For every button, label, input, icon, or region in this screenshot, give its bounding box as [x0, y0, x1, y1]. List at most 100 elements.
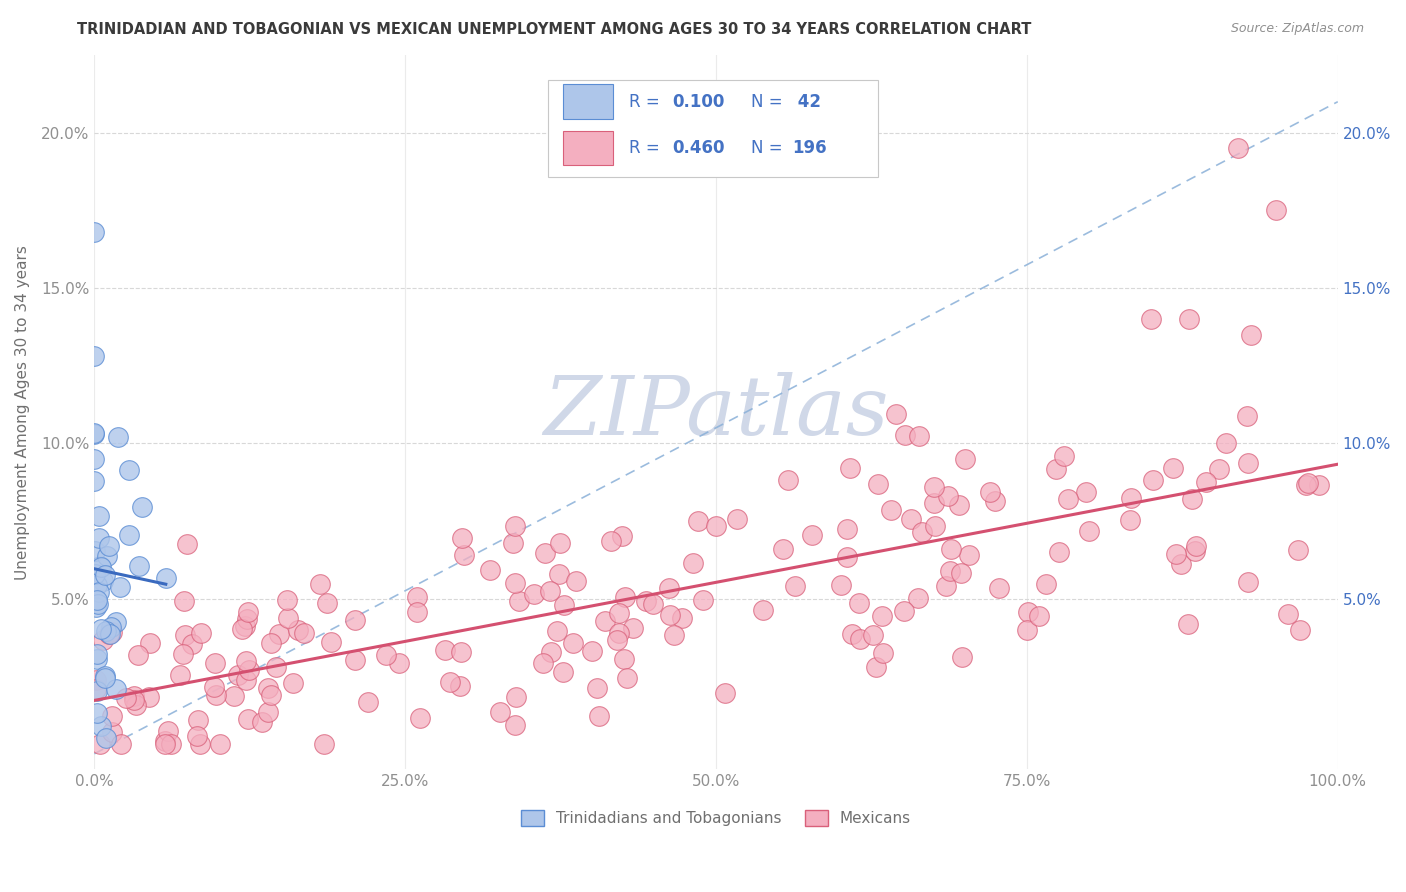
Point — [783, 579, 806, 593]
Point — [540, 644, 562, 658]
Point — [89, 559, 111, 574]
Point — [204, 656, 226, 670]
Text: 0.460: 0.460 — [672, 139, 725, 157]
Point — [131, 500, 153, 514]
Point — [880, 503, 903, 517]
Point — [84, 599, 107, 614]
Point — [83, 225, 105, 239]
Point — [128, 559, 150, 574]
Point — [344, 653, 367, 667]
Point — [778, 473, 800, 487]
Point — [924, 496, 946, 510]
Point — [202, 680, 225, 694]
Point — [281, 676, 304, 690]
Point — [86, 684, 108, 698]
Point — [682, 557, 704, 571]
Point — [100, 620, 122, 634]
Point — [922, 480, 945, 494]
Point — [344, 613, 367, 627]
Text: N =: N = — [751, 139, 787, 157]
Point — [1308, 478, 1330, 492]
Point — [406, 590, 429, 604]
Text: N =: N = — [751, 93, 787, 111]
Point — [551, 665, 574, 679]
Point — [1140, 312, 1163, 326]
Text: TRINIDADIAN AND TOBAGONIAN VS MEXICAN UNEMPLOYMENT AMONG AGES 30 TO 34 YEARS COR: TRINIDADIAN AND TOBAGONIAN VS MEXICAN UN… — [77, 22, 1032, 37]
Point — [939, 542, 962, 557]
Point — [801, 528, 824, 542]
Point — [1237, 456, 1260, 470]
Point — [292, 626, 315, 640]
Point — [84, 682, 107, 697]
Point — [1057, 492, 1080, 507]
Point — [900, 512, 922, 526]
Point — [256, 681, 278, 696]
Point — [607, 626, 630, 640]
Point — [94, 567, 117, 582]
Point — [1119, 491, 1142, 506]
Point — [83, 474, 105, 488]
Point — [173, 594, 195, 608]
FancyBboxPatch shape — [564, 131, 613, 165]
Point — [250, 714, 273, 729]
Point — [616, 671, 638, 685]
Point — [122, 689, 145, 703]
Point — [86, 651, 108, 665]
Point — [523, 587, 546, 601]
Point — [1142, 473, 1164, 487]
Point — [1236, 409, 1258, 424]
Point — [662, 627, 685, 641]
Point — [312, 738, 335, 752]
Point — [101, 725, 124, 739]
Point — [1161, 460, 1184, 475]
Point — [122, 693, 145, 707]
Point — [87, 508, 110, 523]
Point — [502, 536, 524, 550]
Point — [89, 531, 111, 545]
Point — [238, 663, 260, 677]
Point — [1053, 449, 1076, 463]
Point — [588, 709, 610, 723]
Point — [1215, 436, 1237, 450]
Point — [1078, 524, 1101, 538]
Point — [169, 668, 191, 682]
Point — [222, 689, 245, 703]
Point — [868, 477, 890, 491]
Point — [83, 425, 105, 440]
Point — [714, 685, 737, 699]
Point — [176, 537, 198, 551]
Point — [96, 549, 118, 563]
Point — [259, 688, 281, 702]
Point — [581, 644, 603, 658]
Text: R =: R = — [628, 139, 665, 157]
Point — [89, 738, 111, 752]
FancyBboxPatch shape — [548, 80, 877, 177]
Point — [181, 636, 204, 650]
Point — [613, 652, 636, 666]
Point — [97, 539, 120, 553]
Text: R =: R = — [628, 93, 665, 111]
Point — [315, 595, 337, 609]
Legend: Trinidadians and Tobagonians, Mexicans: Trinidadians and Tobagonians, Mexicans — [522, 810, 911, 826]
Point — [86, 648, 108, 662]
Point — [848, 632, 870, 646]
Point — [190, 625, 212, 640]
Point — [950, 650, 973, 665]
Point — [269, 626, 291, 640]
Point — [924, 518, 946, 533]
Point — [1208, 462, 1230, 476]
Point — [957, 548, 980, 562]
Point — [97, 627, 120, 641]
Point — [600, 534, 623, 549]
Point — [450, 645, 472, 659]
Y-axis label: Unemployment Among Ages 30 to 34 years: Unemployment Among Ages 30 to 34 years — [15, 244, 30, 580]
Point — [186, 730, 208, 744]
Point — [406, 606, 429, 620]
Point — [172, 647, 194, 661]
Point — [607, 606, 630, 620]
Point — [101, 709, 124, 723]
Point — [84, 566, 107, 581]
Point — [872, 646, 894, 660]
Point — [884, 408, 907, 422]
Point — [835, 522, 858, 536]
